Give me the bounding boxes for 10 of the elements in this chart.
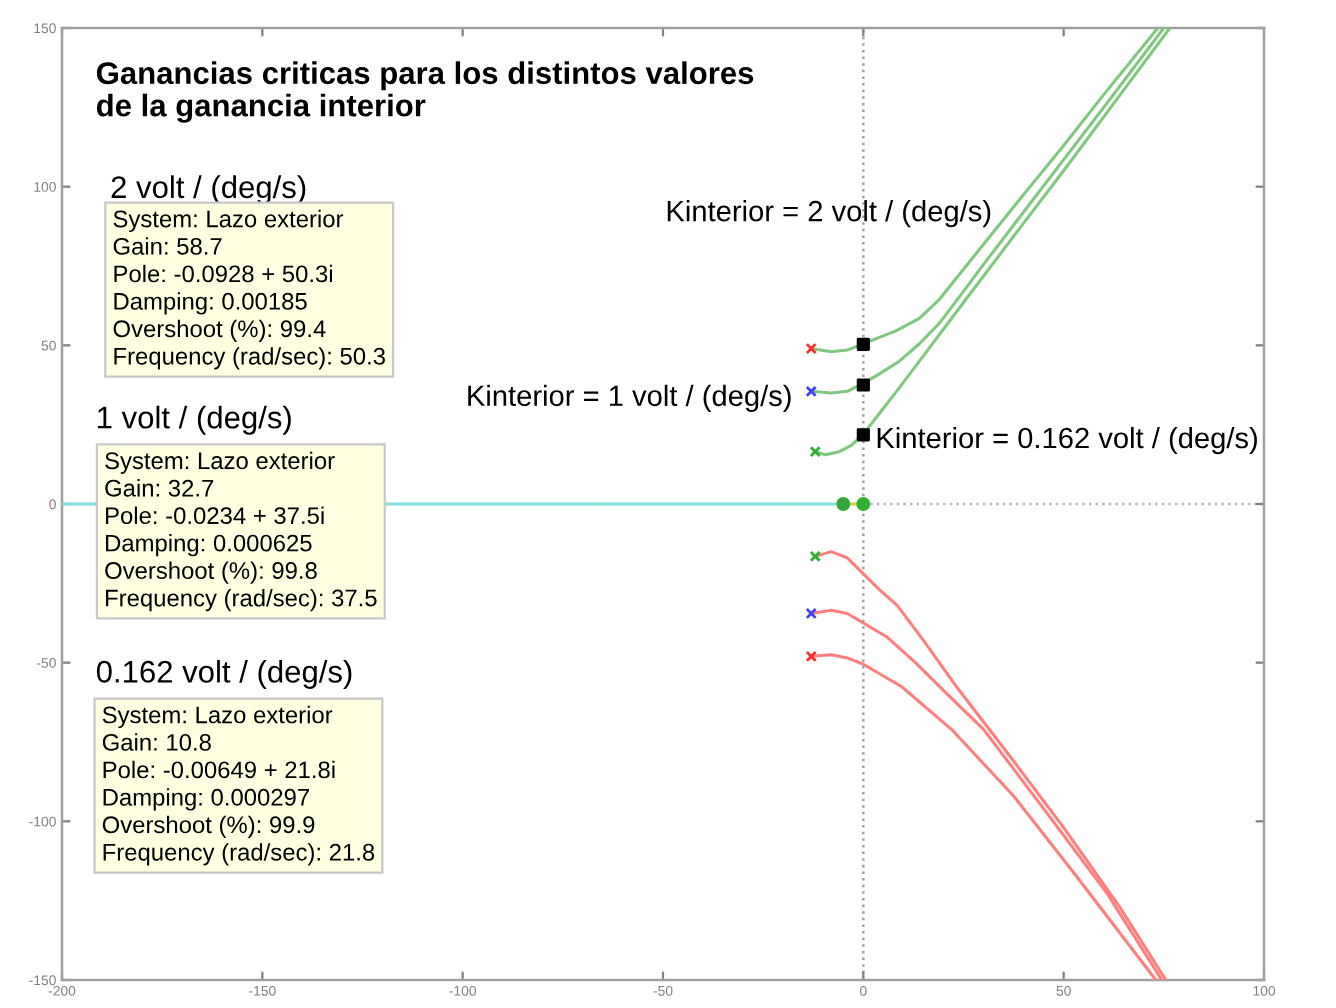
- annotation: System: Lazo exterior Gain: 32.7 Pole: -0.0234 + 37.5i Damping: 0.000625 Overshoot (%): 99.8 Frequency (rad/sec): 37.5: [105, 451, 377, 612]
- text: Ganancias criticas para los distintos valores de la ganancia interior: [96, 61, 754, 123]
- annotation: Kinterior = 1 volt / (deg/s): [468, 384, 791, 412]
- annotation: System: Lazo exterior Gain: 58.7 Pole: -0.0928 + 50.3i Damping: 0.00185 Overshoot (%): 99.4 Frequency (rad/sec): 50.3: [113, 209, 385, 370]
- annotation: Kinterior = 2 volt / (deg/s): [667, 200, 991, 228]
- annotation: 2 volt / (deg/s): [111, 175, 306, 205]
- annotation: Kinterior = 0.162 volt / (deg/s): [877, 426, 1257, 455]
- annotation: 1 volt / (deg/s): [98, 405, 291, 435]
- annotation: System: Lazo exterior Gain: 10.8 Pole: -0.00649 + 21.8i Damping: 0.000297 Overshoot (%): 99.9 Frequency (rad/sec): 21.8: [102, 705, 375, 866]
- annotation: 0.162 volt / (deg/s): [96, 659, 352, 689]
